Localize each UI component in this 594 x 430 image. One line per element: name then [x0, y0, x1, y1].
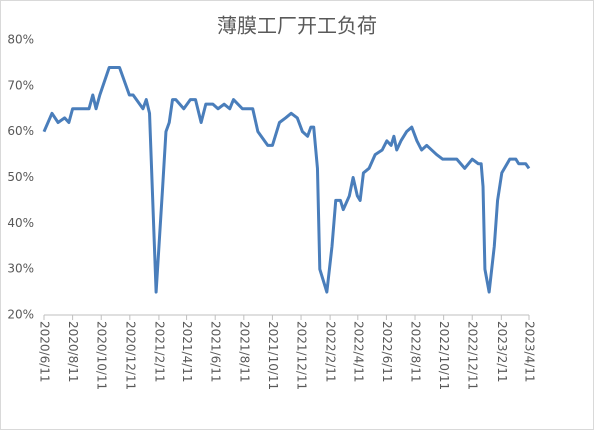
x-tick-label: 2021/12/11	[295, 321, 309, 390]
y-tick-label: 30%	[7, 262, 34, 276]
x-tick-label: 2022/10/11	[437, 321, 451, 390]
x-tick-label: 2020/6/11	[38, 321, 52, 383]
y-tick-label: 20%	[7, 308, 34, 322]
x-tick-label: 2023/2/11	[495, 321, 509, 383]
y-tick-label: 40%	[7, 216, 34, 230]
y-tick-label: 50%	[7, 170, 34, 184]
y-tick-label: 80%	[7, 33, 34, 47]
x-tick-label: 2021/10/11	[266, 321, 280, 390]
x-tick-label: 2020/12/11	[123, 321, 137, 390]
x-tick-label: 2022/2/11	[324, 321, 338, 383]
x-tick-label: 2021/2/11	[152, 321, 166, 383]
x-tick-label: 2021/8/11	[237, 321, 251, 383]
x-tick-label: 2022/4/11	[351, 321, 365, 383]
data-line	[42, 66, 531, 294]
x-tick-label: 2020/10/11	[95, 321, 109, 390]
x-tick-label: 2021/6/11	[209, 321, 223, 383]
x-tick-label: 2022/12/11	[466, 321, 480, 390]
y-tick-label: 70%	[7, 78, 34, 92]
y-tick-label: 60%	[7, 124, 34, 138]
x-tick-label: 2020/8/11	[66, 321, 80, 383]
x-tick-label: 2023/4/11	[523, 321, 537, 383]
x-tick-label: 2022/8/11	[409, 321, 423, 383]
x-tick-label: 2021/4/11	[180, 321, 194, 383]
x-tick-label: 2022/6/11	[380, 321, 394, 383]
chart-title: 薄膜工厂开工负荷	[217, 14, 377, 38]
